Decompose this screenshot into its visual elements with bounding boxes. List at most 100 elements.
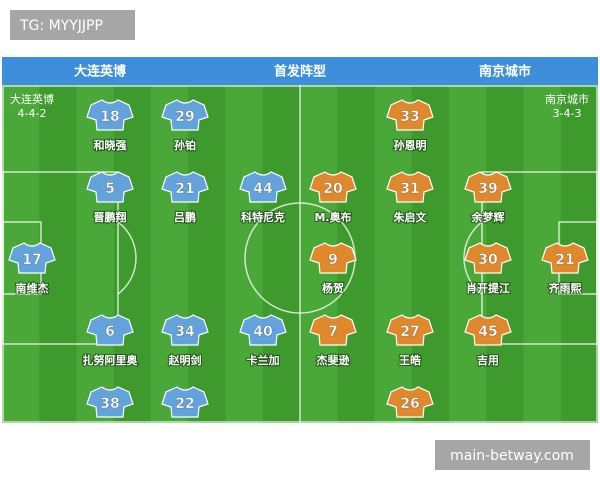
pitch-line: [463, 221, 483, 295]
player-number: 22: [175, 396, 194, 412]
jersey: [86, 171, 134, 203]
player-number: 29: [175, 109, 194, 125]
jersey: [309, 314, 357, 346]
jersey: [464, 242, 512, 274]
pitch-stripe: [374, 85, 413, 423]
pitch-stripe: [262, 85, 301, 423]
player-number: 30: [478, 252, 498, 268]
player: 18 和晓强: [86, 99, 134, 153]
badge-box: [10, 10, 135, 40]
player: 34 赵明剑: [161, 314, 209, 368]
player-number: 17: [22, 252, 41, 268]
player-name: 孙恩明: [394, 138, 427, 152]
pitch-line: [117, 221, 137, 295]
player-name: M.奥布: [314, 210, 351, 224]
player-name: 肖开提江: [466, 281, 510, 295]
pitch-stripe: [76, 85, 115, 423]
player-name: 吕鹏: [174, 210, 196, 224]
player-number: 38: [100, 396, 119, 412]
player-number: 6: [105, 324, 115, 340]
jersey: [309, 242, 357, 274]
footer: main-betway.com: [450, 448, 574, 464]
jersey: [464, 171, 512, 203]
player-number: 34: [175, 324, 195, 340]
jersey: [386, 171, 434, 203]
player-name: 齐雨熙: [549, 281, 582, 295]
jersey: [86, 314, 134, 346]
player-name: 晋鹏翔: [94, 210, 127, 224]
jersey: [161, 99, 209, 131]
header-title: 首发阵型: [274, 64, 326, 80]
home-header: 大连英博: [74, 64, 126, 80]
jersey: [161, 386, 209, 418]
footer-box: [435, 440, 590, 470]
team-label: 大连英博: [10, 92, 54, 106]
formation: 3-4-3: [553, 107, 582, 120]
player-number: 9: [328, 252, 338, 268]
jersey: [464, 314, 512, 346]
jersey: [161, 171, 209, 203]
player-name: 科特尼克: [241, 210, 285, 224]
player-number: 20: [323, 181, 343, 197]
jersey: [541, 242, 589, 274]
player: 27 王皓: [386, 314, 434, 368]
jersey: [161, 314, 209, 346]
pitch-stripe: [151, 85, 189, 423]
player-name: 朱启文: [393, 210, 428, 224]
player-name: 王皓: [399, 353, 421, 367]
player-number: 21: [555, 252, 574, 268]
pitch-stripe: [225, 85, 264, 423]
jersey: [239, 171, 287, 203]
player-number: 27: [400, 324, 419, 340]
player-number: 31: [400, 181, 419, 197]
player: 33 孙恩明: [386, 99, 434, 153]
jersey: [86, 99, 134, 131]
player-name: 赵明剑: [168, 353, 202, 367]
player-name: 吉用: [477, 353, 499, 367]
player: 38: [86, 386, 134, 418]
away-header: 南京城市: [479, 64, 531, 80]
player: 30 肖开提江: [464, 242, 512, 296]
player: 45 吉用: [464, 314, 512, 368]
player-number: 39: [478, 181, 497, 197]
player: 5 晋鹏翔: [86, 171, 134, 225]
pitch-stripe: [411, 85, 450, 423]
player-name: 余梦辉: [471, 210, 505, 224]
player-number: 33: [400, 109, 419, 125]
jersey: [8, 242, 56, 274]
jersey: [386, 314, 434, 346]
player-name: 杰斐逊: [317, 353, 350, 367]
pitch-stripe: [188, 85, 226, 423]
player: 29 孙铂: [161, 99, 209, 153]
formation: 4-4-2: [18, 107, 47, 120]
player: 40 卡兰加: [239, 314, 287, 368]
jersey: [309, 171, 357, 203]
player: 44 科特尼克: [239, 171, 287, 225]
player: 22: [161, 386, 209, 418]
jersey: [239, 314, 287, 346]
player-number: 40: [253, 324, 273, 340]
player-number: 45: [478, 324, 497, 340]
player-name: 和晓强: [94, 138, 127, 152]
player: 9 杨贺: [309, 242, 357, 296]
player-name: 孙铂: [174, 138, 196, 152]
player: 20 M.奥布: [309, 171, 357, 225]
player: 21 齐雨熙: [541, 242, 589, 296]
player: 21 吕鹏: [161, 171, 209, 225]
jersey: [386, 386, 434, 418]
player-number: 18: [100, 109, 119, 125]
player: 17 南维杰: [8, 242, 56, 296]
jersey: [86, 386, 134, 418]
player-number: 21: [175, 181, 194, 197]
badge: TG: MYYJJPP: [19, 18, 103, 34]
player: 31 朱启文: [386, 171, 434, 225]
player: 6 扎努阿里奥: [82, 314, 139, 368]
player: 26: [386, 386, 434, 418]
player-name: 杨贺: [322, 281, 344, 295]
player: 7 杰斐逊: [309, 314, 357, 368]
header-bar: [2, 57, 598, 85]
player-name: 扎努阿里奥: [83, 353, 139, 367]
player-name: 南维杰: [16, 281, 49, 295]
player-name: 卡兰加: [247, 353, 280, 367]
